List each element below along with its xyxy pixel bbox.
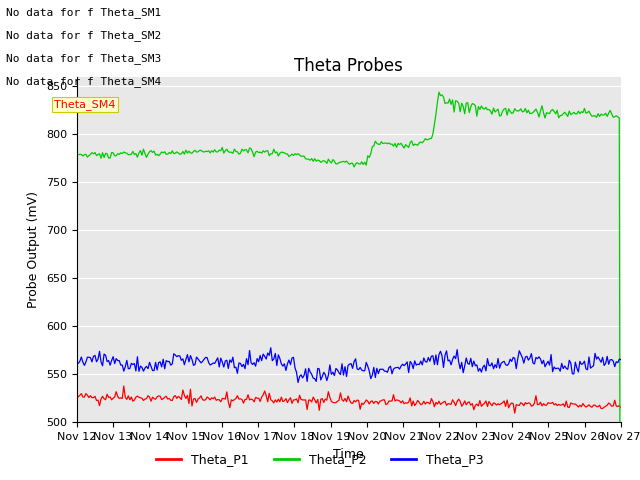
Text: Theta_SM4: Theta_SM4 xyxy=(54,99,116,110)
Theta_P3 xyxy=(294,380,302,385)
Theta_P3 xyxy=(235,360,243,366)
Theta_P3 xyxy=(73,360,81,365)
Theta_P3 xyxy=(253,356,261,361)
Theta_P2 xyxy=(262,148,270,154)
Text: No data for f Theta_SM1: No data for f Theta_SM1 xyxy=(6,7,162,18)
Theta_P2 xyxy=(253,148,261,154)
Line: Theta_P2: Theta_P2 xyxy=(77,92,621,480)
Theta_P3 xyxy=(314,366,321,372)
Theta_P2 xyxy=(588,113,596,119)
Theta_P1 xyxy=(237,396,244,402)
Theta_P1 xyxy=(589,402,597,408)
Theta_P2 xyxy=(235,151,243,157)
X-axis label: Time: Time xyxy=(333,448,364,461)
Theta_P2 xyxy=(435,89,443,95)
Theta_P2 xyxy=(73,152,81,157)
Theta_P3 xyxy=(617,357,625,362)
Theta_P1 xyxy=(255,396,262,401)
Text: No data for f Theta_SM4: No data for f Theta_SM4 xyxy=(6,76,162,87)
Theta_P3 xyxy=(589,363,597,369)
Theta_P1 xyxy=(120,383,127,389)
Theta_P3 xyxy=(140,368,147,374)
Theta_P1 xyxy=(312,400,320,406)
Theta_P3 xyxy=(267,345,275,350)
Legend: Theta_P1, Theta_P2, Theta_P3: Theta_P1, Theta_P2, Theta_P3 xyxy=(151,448,489,471)
Theta_P1 xyxy=(617,405,625,410)
Theta_P3 xyxy=(262,356,270,362)
Theta_P2 xyxy=(140,146,147,152)
Title: Theta Probes: Theta Probes xyxy=(294,57,403,75)
Theta_P1 xyxy=(141,396,149,402)
Theta_P1 xyxy=(511,410,518,416)
Line: Theta_P1: Theta_P1 xyxy=(77,386,621,413)
Theta_P1 xyxy=(264,399,271,405)
Theta_P1 xyxy=(73,393,81,398)
Line: Theta_P3: Theta_P3 xyxy=(77,348,621,383)
Y-axis label: Probe Output (mV): Probe Output (mV) xyxy=(28,191,40,308)
Text: No data for f Theta_SM2: No data for f Theta_SM2 xyxy=(6,30,162,41)
Theta_P2 xyxy=(311,156,319,162)
Text: No data for f Theta_SM3: No data for f Theta_SM3 xyxy=(6,53,162,64)
